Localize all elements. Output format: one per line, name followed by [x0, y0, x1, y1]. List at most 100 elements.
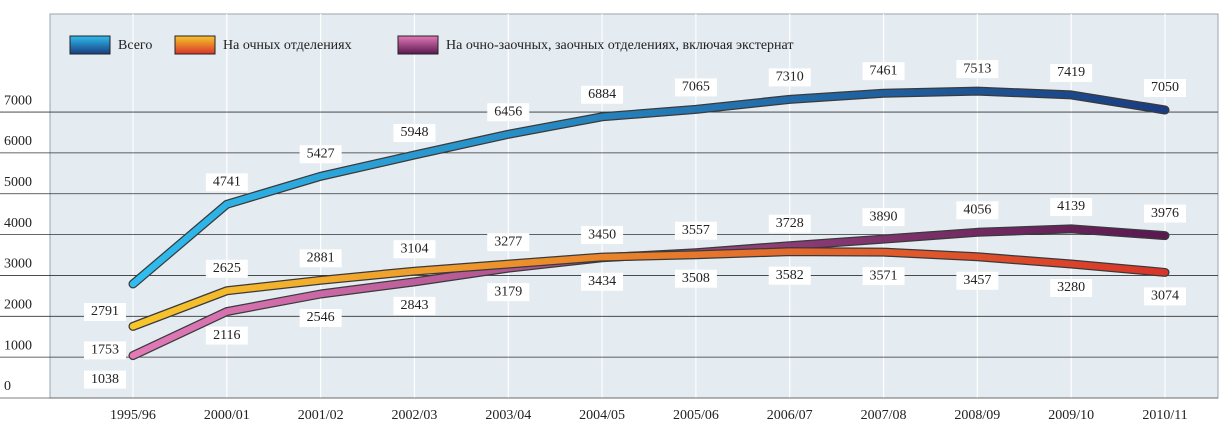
data-label-bg — [862, 62, 905, 81]
data-label-bg — [768, 214, 811, 233]
data-label-bg — [299, 145, 342, 164]
data-label: 7310 — [776, 70, 804, 85]
y-tick-label: 7000 — [4, 93, 32, 108]
x-tick-label: 2000/01 — [204, 408, 250, 423]
data-label-bg — [956, 271, 999, 290]
x-tick-label: 2005/06 — [673, 408, 719, 423]
data-label: 2546 — [307, 310, 335, 325]
line — [129, 87, 1169, 288]
data-label: 1753 — [91, 343, 119, 358]
data-label-bg — [674, 221, 717, 240]
data-label: 7419 — [1057, 65, 1085, 80]
data-label: 7065 — [682, 80, 710, 95]
data-label-bg — [84, 370, 126, 389]
data-label-bg — [1144, 79, 1186, 97]
data-label-bg — [1050, 279, 1093, 298]
data-label: 4139 — [1057, 199, 1085, 214]
data-label-bg — [674, 78, 717, 97]
y-tick-label: 1000 — [4, 338, 32, 353]
data-label: 2625 — [213, 261, 241, 276]
data-label: 5427 — [307, 147, 335, 162]
data-label: 7461 — [870, 63, 898, 78]
data-label: 3582 — [776, 268, 804, 283]
data-label-bg — [299, 249, 342, 268]
y-tick-label: 4000 — [4, 216, 32, 231]
data-label-bg — [862, 267, 905, 286]
data-label-bg — [393, 296, 436, 315]
line — [129, 248, 1169, 330]
data-label: 2843 — [400, 298, 428, 313]
data-label: 3074 — [1151, 289, 1179, 304]
legend-swatch — [174, 35, 216, 55]
x-tick-label: 2006/07 — [767, 408, 813, 423]
data-label-bg — [205, 326, 248, 345]
data-label: 3728 — [776, 216, 804, 231]
data-label: 3104 — [400, 241, 428, 256]
data-label: 3277 — [494, 234, 522, 249]
data-label-bg — [487, 233, 530, 252]
data-label: 3434 — [588, 274, 616, 289]
data-label-bg — [205, 173, 248, 192]
legend-label: На очно-заочных, заочных отделениях, вкл… — [446, 38, 794, 53]
x-tick-label: 1995/96 — [110, 408, 156, 423]
data-label-bg — [84, 341, 126, 360]
data-label: 3890 — [870, 209, 898, 224]
data-label: 5948 — [400, 125, 428, 140]
data-label: 4056 — [963, 203, 991, 218]
data-label: 2116 — [213, 328, 240, 343]
data-label-bg — [862, 208, 905, 227]
data-label-bg — [299, 308, 342, 327]
data-label-bg — [581, 226, 624, 245]
x-tick-label: 2002/03 — [392, 408, 438, 423]
x-tick-label: 2009/10 — [1048, 408, 1094, 423]
data-label: 3179 — [494, 284, 522, 299]
legend-label: На очных отделениях — [223, 38, 352, 53]
data-label-bg — [1050, 63, 1093, 82]
data-label: 3450 — [588, 227, 616, 242]
y-tick-label: 0 — [4, 379, 11, 394]
data-label-bg — [393, 124, 436, 143]
data-label: 2881 — [307, 251, 335, 266]
data-label-bg — [674, 269, 717, 288]
data-label: 3457 — [963, 273, 991, 288]
data-label: 7050 — [1151, 80, 1179, 95]
data-label: 3976 — [1151, 206, 1179, 221]
data-label-bg — [768, 266, 811, 285]
legend-swatch — [397, 35, 439, 55]
data-label: 2791 — [91, 304, 119, 319]
data-label-bg — [487, 283, 530, 302]
data-label: 4741 — [213, 175, 241, 190]
x-tick-label: 2007/08 — [861, 408, 907, 423]
data-label: 6884 — [588, 87, 616, 102]
data-label: 3557 — [682, 223, 710, 238]
y-tick-label: 5000 — [4, 175, 32, 190]
data-label-bg — [1144, 204, 1186, 223]
x-tick-label: 2008/09 — [954, 408, 1000, 423]
legend-swatch — [69, 35, 111, 55]
legend-label: Всего — [118, 38, 152, 53]
data-label-bg — [393, 240, 436, 259]
data-label: 3280 — [1057, 280, 1085, 295]
data-label: 3508 — [682, 271, 710, 286]
data-label-bg — [956, 60, 999, 79]
y-tick-label: 3000 — [4, 257, 32, 272]
y-tick-label: 6000 — [4, 134, 32, 149]
data-label-bg — [581, 272, 624, 291]
data-label-bg — [581, 85, 624, 104]
data-label: 6456 — [494, 104, 522, 119]
data-label-bg — [1050, 197, 1093, 216]
x-tick-label: 2010/11 — [1142, 408, 1187, 423]
data-label: 1038 — [91, 372, 119, 387]
x-tick-label: 2001/02 — [298, 408, 344, 423]
data-label: 3571 — [870, 268, 898, 283]
y-tick-label: 2000 — [4, 298, 32, 313]
data-label-bg — [768, 68, 811, 87]
x-tick-label: 2003/04 — [485, 408, 531, 423]
data-label-bg — [956, 201, 999, 220]
data-label-bg — [205, 259, 248, 278]
data-label-bg — [1144, 287, 1186, 306]
data-label: 7513 — [963, 61, 991, 76]
data-label-bg — [84, 302, 126, 321]
x-tick-label: 2004/05 — [579, 408, 625, 423]
